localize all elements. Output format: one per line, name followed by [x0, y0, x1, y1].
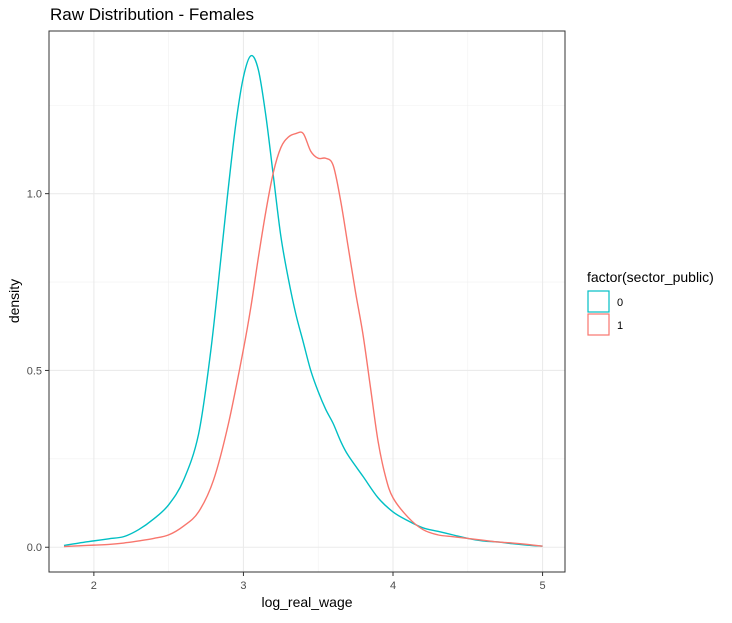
- legend-title: factor(sector_public): [587, 269, 714, 285]
- plot-border: [48, 30, 566, 573]
- gridlines: [49, 31, 565, 572]
- chart-title: Raw Distribution - Females: [50, 5, 254, 24]
- density-line-sector-1: [63, 131, 543, 548]
- legend-key-0: [587, 290, 610, 313]
- legend-key-1: [587, 313, 610, 336]
- series-lines: [63, 54, 543, 548]
- x-tick-label: 3: [240, 580, 246, 592]
- legend-label-1: 1: [617, 320, 623, 332]
- legend: factor(sector_public) 0 1: [587, 269, 714, 336]
- x-tick-label: 4: [390, 580, 396, 592]
- y-tick-label: 0.5: [27, 365, 42, 377]
- x-axis-title: log_real_wage: [261, 594, 352, 610]
- y-axis-ticks: 0.0 0.5 1.0: [27, 189, 49, 554]
- plot-background: [49, 31, 565, 572]
- density-line-sector-0: [63, 54, 543, 547]
- x-tick-label: 5: [540, 580, 546, 592]
- legend-label-0: 0: [617, 297, 623, 309]
- y-tick-label: 1.0: [27, 189, 42, 201]
- x-tick-label: 2: [91, 580, 97, 592]
- x-axis-ticks: 2 3 4 5: [91, 572, 546, 592]
- y-axis-title: density: [6, 279, 22, 323]
- y-tick-label: 0.0: [27, 542, 42, 554]
